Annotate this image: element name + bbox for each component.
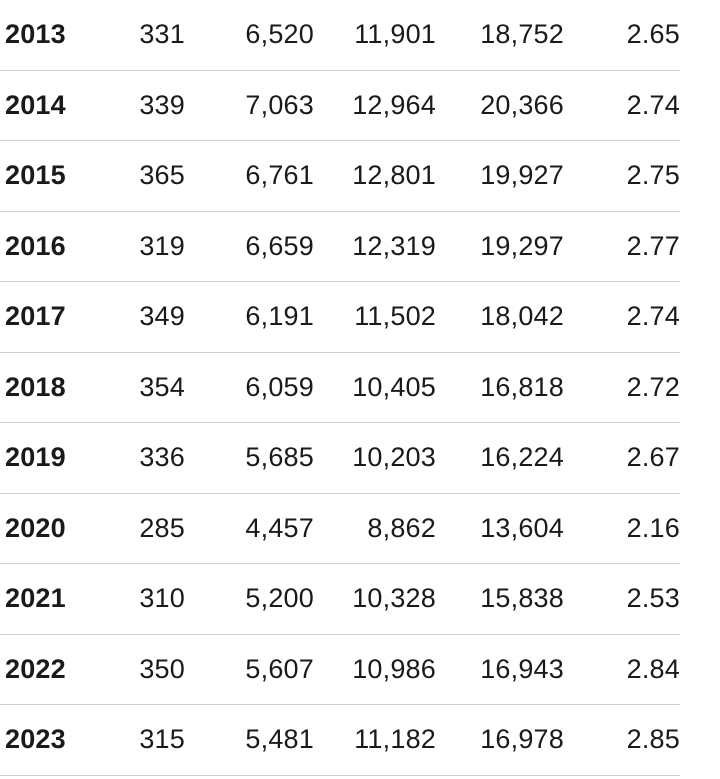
value-cell: 365: [139, 160, 185, 191]
value-cell: 10,203: [352, 442, 436, 473]
year-cell: 2022: [5, 653, 66, 684]
value-cell: 20,366: [480, 89, 564, 120]
value-cell: 336: [139, 442, 185, 473]
table-row: 2014 339 7,063 12,964 20,366 2.74: [0, 71, 680, 141]
value-cell: 2.53: [626, 583, 680, 614]
value-cell: 5,607: [245, 653, 314, 684]
value-cell: 15,838: [480, 583, 564, 614]
value-cell: 2.67: [626, 442, 680, 473]
year-cell: 2014: [5, 89, 66, 120]
table-row: 2013 331 6,520 11,901 18,752 2.65: [0, 0, 680, 71]
year-cell: 2020: [5, 512, 66, 543]
year-cell: 2016: [5, 230, 66, 261]
value-cell: 331: [139, 19, 185, 50]
value-cell: 2.65: [626, 19, 680, 50]
value-cell: 16,818: [480, 371, 564, 402]
value-cell: 10,328: [352, 583, 436, 614]
value-cell: 16,224: [480, 442, 564, 473]
value-cell: 11,901: [354, 19, 436, 50]
value-cell: 2.77: [626, 230, 680, 261]
value-cell: 315: [139, 724, 185, 755]
value-cell: 16,978: [480, 724, 564, 755]
table-row: 2020 285 4,457 8,862 13,604 2.16: [0, 494, 680, 564]
value-cell: 13,604: [480, 512, 564, 543]
value-cell: 350: [139, 653, 185, 684]
value-cell: 2.85: [626, 724, 680, 755]
year-cell: 2023: [5, 724, 66, 755]
table-row: 2016 319 6,659 12,319 19,297 2.77: [0, 212, 680, 282]
value-cell: 6,191: [245, 301, 314, 332]
value-cell: 8,862: [367, 512, 436, 543]
value-cell: 12,319: [352, 230, 436, 261]
year-cell: 2019: [5, 442, 66, 473]
value-cell: 10,986: [352, 653, 436, 684]
value-cell: 354: [139, 371, 185, 402]
value-cell: 2.72: [626, 371, 680, 402]
value-cell: 4,457: [245, 512, 314, 543]
year-cell: 2017: [5, 301, 66, 332]
value-cell: 339: [139, 89, 185, 120]
value-cell: 11,182: [354, 724, 436, 755]
value-cell: 5,200: [245, 583, 314, 614]
value-cell: 310: [139, 583, 185, 614]
value-cell: 18,752: [480, 19, 564, 50]
value-cell: 319: [139, 230, 185, 261]
value-cell: 2.75: [626, 160, 680, 191]
value-cell: 2.74: [626, 89, 680, 120]
year-cell: 2015: [5, 160, 66, 191]
value-cell: 12,801: [352, 160, 436, 191]
value-cell: 10,405: [352, 371, 436, 402]
value-cell: 7,063: [245, 89, 314, 120]
value-cell: 11,502: [354, 301, 436, 332]
value-cell: 2.16: [626, 512, 680, 543]
value-cell: 349: [139, 301, 185, 332]
table-row: 2022 350 5,607 10,986 16,943 2.84: [0, 635, 680, 705]
value-cell: 285: [139, 512, 185, 543]
year-cell: 2021: [5, 583, 66, 614]
table-row: 2023 315 5,481 11,182 16,978 2.85: [0, 705, 680, 776]
value-cell: 12,964: [352, 89, 436, 120]
year-cell: 2018: [5, 371, 66, 402]
value-cell: 2.74: [626, 301, 680, 332]
table-row: 2015 365 6,761 12,801 19,927 2.75: [0, 141, 680, 212]
value-cell: 2.84: [626, 653, 680, 684]
value-cell: 6,659: [245, 230, 314, 261]
value-cell: 5,685: [245, 442, 314, 473]
year-cell: 2013: [5, 19, 66, 50]
data-table: 2013 331 6,520 11,901 18,752 2.65 2014 3…: [0, 0, 680, 776]
value-cell: 19,297: [480, 230, 564, 261]
table-row: 2018 354 6,059 10,405 16,818 2.72: [0, 353, 680, 423]
value-cell: 18,042: [480, 301, 564, 332]
value-cell: 16,943: [480, 653, 564, 684]
table-row: 2017 349 6,191 11,502 18,042 2.74: [0, 282, 680, 353]
value-cell: 5,481: [245, 724, 314, 755]
value-cell: 19,927: [480, 160, 564, 191]
table-row: 2021 310 5,200 10,328 15,838 2.53: [0, 564, 680, 635]
value-cell: 6,059: [245, 371, 314, 402]
value-cell: 6,761: [245, 160, 314, 191]
value-cell: 6,520: [245, 19, 314, 50]
table-row: 2019 336 5,685 10,203 16,224 2.67: [0, 423, 680, 494]
